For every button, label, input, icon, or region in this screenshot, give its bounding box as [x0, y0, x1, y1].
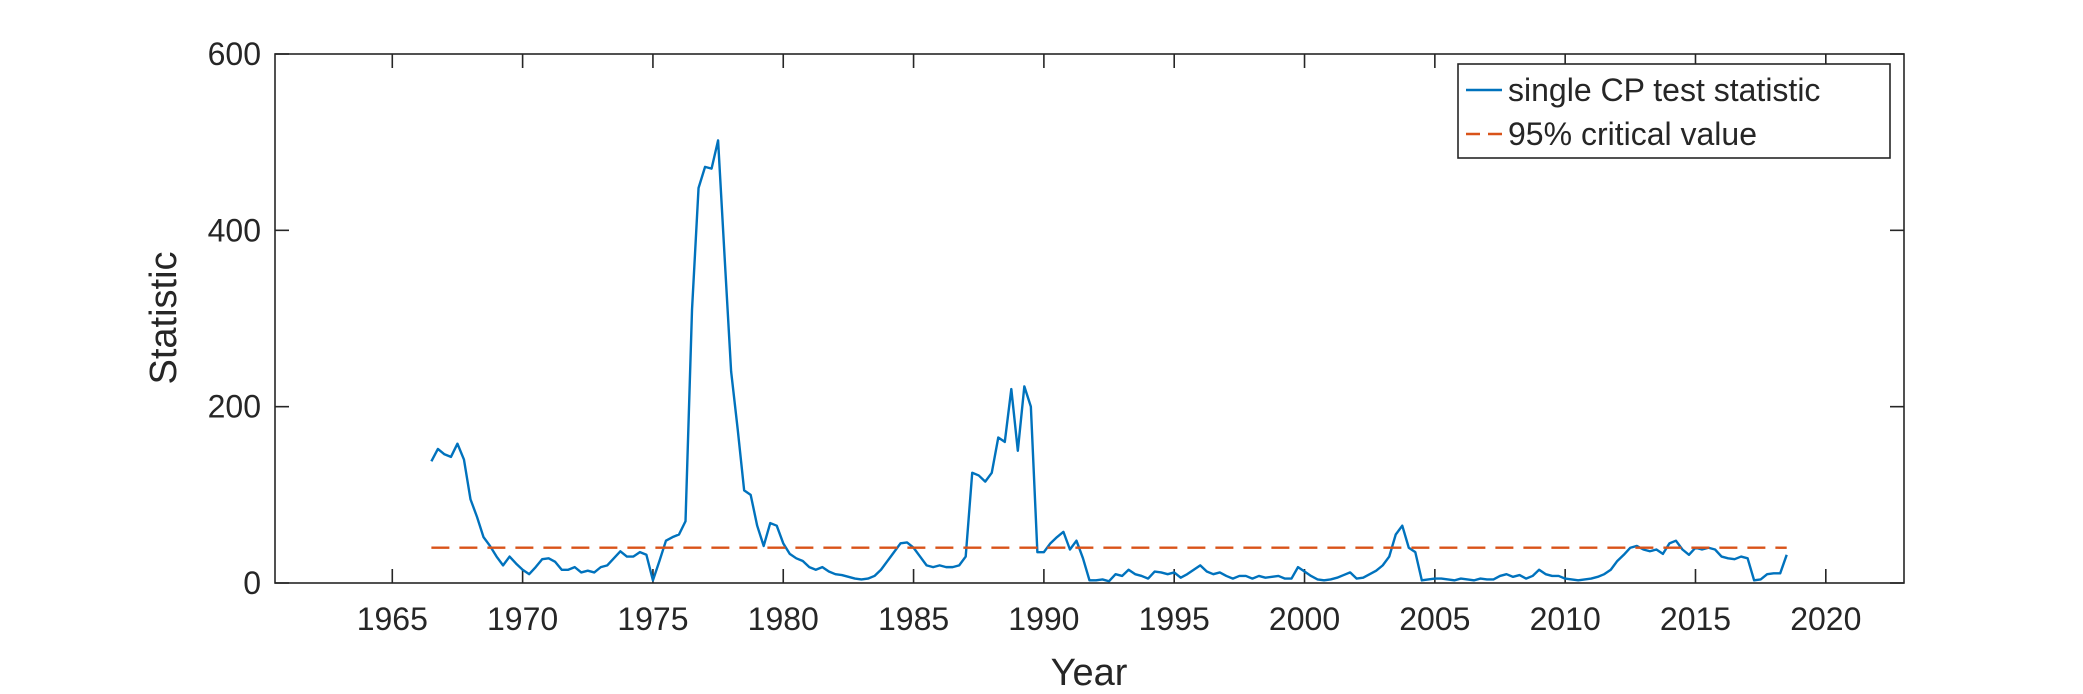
legend: single CP test statistic 95% critical va… [1457, 63, 1891, 159]
x-tick-label: 1970 [487, 601, 558, 637]
axes-box [274, 53, 1905, 584]
x-tick-label: 1980 [748, 601, 819, 637]
y-tick-label: 200 [208, 389, 261, 425]
x-tick-label: 2000 [1269, 601, 1340, 637]
x-tick-label: 1975 [617, 601, 688, 637]
x-tick-label: 1985 [878, 601, 949, 637]
x-tick-label: 1995 [1139, 601, 1210, 637]
y-tick-label: 0 [243, 565, 261, 601]
y-tick-label: 600 [208, 36, 261, 72]
series-line-test-statistic [430, 139, 1788, 583]
y-axis-label: Statistic [143, 251, 185, 384]
legend-label-test-statistic: single CP test statistic [1508, 72, 1820, 108]
x-axis-label: Year [1051, 652, 1128, 694]
tick-labels: 1965 1970 1975 1980 1985 1990 1995 2000 2005 2010… [208, 36, 1862, 637]
series-layer [430, 139, 1788, 583]
x-tick-label: 2015 [1660, 601, 1731, 637]
x-tick-label: 1965 [357, 601, 428, 637]
x-tick-label: 2005 [1399, 601, 1470, 637]
x-tick-label: 2020 [1790, 601, 1861, 637]
x-tick-label: 1990 [1008, 601, 1079, 637]
legend-label-critical-value: 95% critical value [1508, 116, 1757, 152]
legend-box [1457, 63, 1891, 159]
y-tick-label: 400 [208, 212, 261, 248]
x-tick-label: 2010 [1530, 601, 1601, 637]
